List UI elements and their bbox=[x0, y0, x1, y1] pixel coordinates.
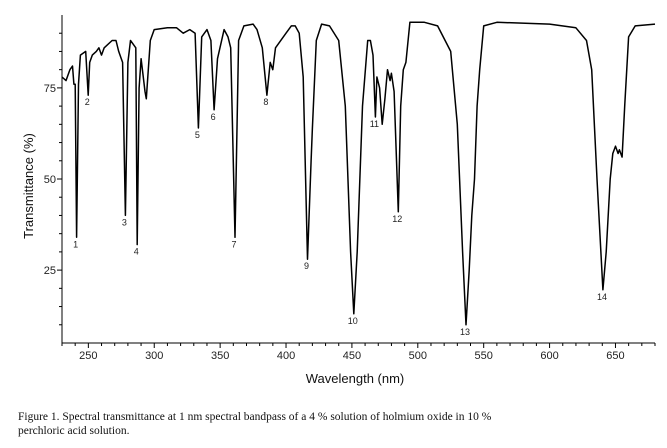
figure-caption: Figure 1. Spectral transmittance at 1 nm… bbox=[18, 410, 658, 438]
peak-label-4: 4 bbox=[134, 247, 139, 257]
y-tick-label: 50 bbox=[44, 174, 56, 186]
x-tick-label: 450 bbox=[343, 350, 361, 362]
y-axis-title: Transmittance (%) bbox=[21, 133, 36, 239]
y-tick-label: 75 bbox=[44, 83, 56, 95]
peak-label-3: 3 bbox=[122, 217, 127, 227]
peak-label-2: 2 bbox=[85, 97, 90, 107]
peak-label-14: 14 bbox=[597, 292, 607, 302]
x-tick-label: 250 bbox=[79, 350, 97, 362]
peak-label-13: 13 bbox=[460, 327, 470, 337]
x-tick-label: 350 bbox=[211, 350, 229, 362]
caption-line-1: Figure 1. Spectral transmittance at 1 nm… bbox=[18, 411, 492, 423]
peak-label-10: 10 bbox=[348, 316, 358, 326]
peak-label-6: 6 bbox=[211, 112, 216, 122]
x-axis-title: Wavelength (nm) bbox=[306, 371, 405, 386]
x-tick-label: 500 bbox=[409, 350, 427, 362]
caption-line-2: perchloric acid solution. bbox=[18, 425, 130, 437]
x-tick-label: 400 bbox=[277, 350, 295, 362]
peak-label-9: 9 bbox=[304, 261, 309, 271]
peak-label-7: 7 bbox=[232, 239, 237, 249]
x-tick-label: 650 bbox=[606, 350, 624, 362]
x-tick-label: 600 bbox=[540, 350, 558, 362]
spectrum-line bbox=[61, 21, 656, 326]
peak-label-8: 8 bbox=[263, 97, 268, 107]
x-tick-label: 550 bbox=[475, 350, 493, 362]
peak-label-12: 12 bbox=[392, 214, 402, 224]
peak-label-5: 5 bbox=[195, 130, 200, 140]
y-tick-label: 25 bbox=[44, 265, 56, 277]
peak-label-1: 1 bbox=[73, 239, 78, 249]
peak-label-11: 11 bbox=[370, 119, 379, 129]
x-tick-label: 300 bbox=[145, 350, 163, 362]
